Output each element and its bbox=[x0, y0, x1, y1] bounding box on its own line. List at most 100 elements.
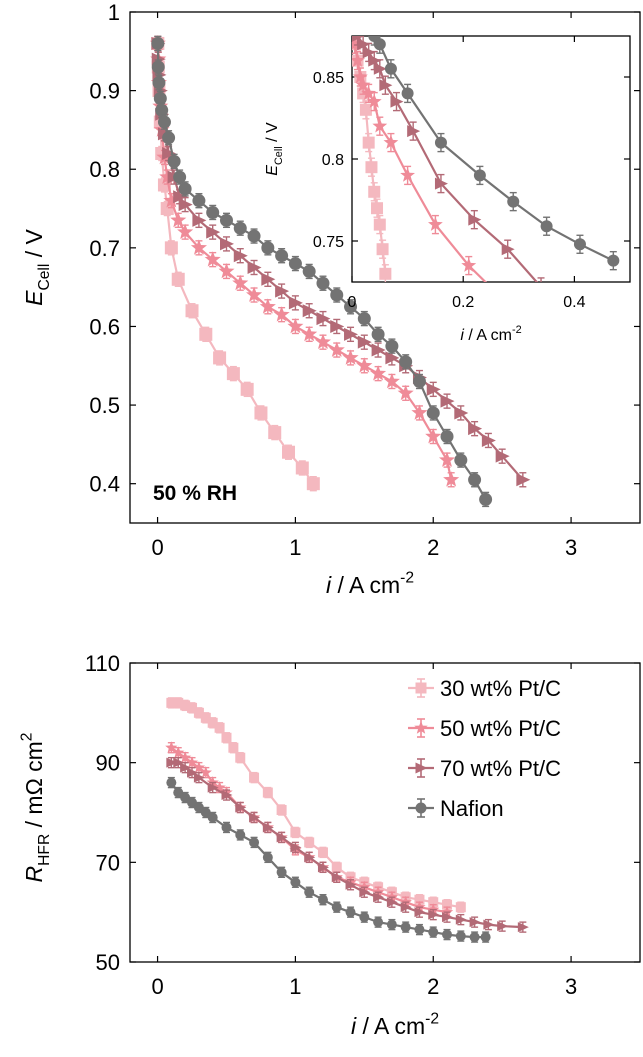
inset-point-nafion bbox=[384, 62, 397, 75]
top-point-pt50 bbox=[159, 168, 176, 184]
top-y-tick-label: 0.8 bbox=[89, 157, 120, 182]
top-point-pt70 bbox=[454, 406, 469, 420]
top-point-pt50 bbox=[218, 263, 235, 279]
top-point-pt70 bbox=[371, 343, 386, 357]
top-point-pt30 bbox=[282, 445, 296, 459]
inset-point-pt50 bbox=[366, 93, 382, 108]
top-point-pt70 bbox=[316, 312, 331, 326]
top-point-pt30 bbox=[306, 477, 320, 491]
bottom-point-pt70 bbox=[317, 862, 329, 873]
bottom-point-pt70 bbox=[304, 852, 316, 863]
bottom-point-pt50 bbox=[179, 751, 192, 763]
top-point-pt30 bbox=[240, 382, 254, 396]
inset-series-line-nafion bbox=[373, 36, 614, 262]
bottom-point-nafion bbox=[187, 797, 198, 808]
bottom-point-nafion bbox=[469, 932, 480, 943]
inset-point-pt30 bbox=[365, 161, 378, 174]
top-point-pt50 bbox=[411, 404, 428, 420]
bottom-point-nafion bbox=[442, 929, 453, 940]
inset-point-pt30 bbox=[371, 202, 384, 215]
bottom-point-pt70 bbox=[173, 757, 185, 768]
bottom-point-pt70 bbox=[262, 822, 274, 833]
inset-point-pt70 bbox=[379, 79, 393, 92]
inset-point-pt30 bbox=[362, 136, 375, 149]
bottom-series-group bbox=[165, 697, 529, 943]
legend-marker-pt50 bbox=[414, 720, 428, 734]
bottom-point-pt70 bbox=[386, 897, 398, 908]
top-point-pt70 bbox=[219, 237, 234, 251]
inset-point-pt30 bbox=[376, 243, 389, 256]
top-point-pt50 bbox=[425, 428, 442, 444]
top-point-pt70 bbox=[330, 319, 345, 333]
top-point-pt70 bbox=[495, 449, 510, 463]
bottom-point-pt30 bbox=[304, 837, 315, 848]
inset-point-pt50 bbox=[355, 77, 371, 92]
bottom-point-nafion bbox=[276, 867, 287, 878]
bottom-chart-panel: 0 1 2 3 50 70 90 110 i / A cm-2 RHFR / mΩ cm2 30 w… bbox=[19, 651, 641, 1039]
bottom-point-pt30 bbox=[214, 722, 225, 733]
top-point-pt50 bbox=[328, 341, 345, 357]
inset-point-nafion bbox=[540, 220, 553, 233]
top-point-nafion bbox=[468, 473, 482, 487]
inset-x-tick-label: 0.2 bbox=[452, 294, 474, 311]
bottom-y-tick-label: 70 bbox=[96, 850, 120, 875]
top-point-pt70 bbox=[206, 225, 221, 239]
bottom-point-nafion bbox=[173, 787, 184, 798]
inset-point-pt30 bbox=[359, 103, 372, 116]
top-point-pt30 bbox=[171, 272, 185, 286]
inset-point-nafion bbox=[473, 169, 486, 182]
top-point-pt70 bbox=[162, 147, 177, 161]
bottom-point-pt30 bbox=[331, 862, 342, 873]
bottom-point-nafion bbox=[262, 852, 273, 863]
inset-point-pt50 bbox=[461, 257, 477, 272]
top-x-tick-label: 2 bbox=[427, 535, 439, 560]
bottom-point-pt30 bbox=[193, 707, 204, 718]
bottom-point-pt70 bbox=[207, 782, 219, 793]
inset-point-pt70 bbox=[407, 125, 421, 138]
bottom-point-nafion bbox=[193, 802, 204, 813]
top-point-nafion bbox=[261, 241, 275, 255]
legend-label-nafion: Nafion bbox=[440, 796, 504, 821]
bottom-point-pt70 bbox=[166, 757, 178, 768]
inset-point-nafion bbox=[434, 136, 447, 149]
top-point-pt50 bbox=[301, 325, 318, 342]
bottom-point-nafion bbox=[414, 924, 425, 935]
top-point-pt50 bbox=[246, 286, 263, 302]
bottom-point-pt70 bbox=[235, 802, 247, 813]
legend-marker-pt70 bbox=[415, 762, 428, 774]
inset-point-pt70 bbox=[368, 54, 382, 67]
top-point-pt70 bbox=[288, 296, 303, 310]
top-point-pt70 bbox=[440, 394, 455, 408]
inset-point-nafion bbox=[573, 238, 586, 251]
bottom-point-nafion bbox=[400, 922, 411, 933]
bottom-point-pt30 bbox=[276, 805, 287, 816]
bottom-point-nafion bbox=[221, 822, 232, 833]
top-x-tick-label: 1 bbox=[289, 535, 301, 560]
inset-x-tick-label: 0.4 bbox=[563, 294, 585, 311]
bottom-point-nafion bbox=[359, 912, 370, 923]
top-point-pt70 bbox=[357, 335, 372, 349]
top-point-nafion bbox=[288, 257, 302, 271]
bottom-point-pt50 bbox=[192, 761, 206, 773]
top-point-nafion bbox=[440, 430, 454, 444]
legend-label-pt30: 30 wt% Pt/C bbox=[440, 676, 561, 701]
inset-series-group bbox=[352, 36, 620, 282]
bottom-point-pt70 bbox=[276, 832, 288, 843]
top-point-nafion bbox=[357, 312, 371, 326]
bottom-point-nafion bbox=[317, 894, 328, 905]
inset-point-pt70 bbox=[434, 177, 448, 190]
inset-chart-panel: 0 0.2 0.4 0.75 0.8 0.85 i / A cm-2 ECell / V bbox=[264, 35, 631, 344]
inset-point-nafion bbox=[607, 254, 620, 267]
bottom-point-pt70 bbox=[400, 902, 412, 913]
bottom-point-pt70 bbox=[483, 919, 495, 930]
top-point-nafion bbox=[167, 154, 181, 168]
inset-point-pt70 bbox=[390, 95, 404, 108]
top-point-pt70 bbox=[468, 422, 483, 436]
bottom-point-pt50 bbox=[165, 741, 178, 753]
top-point-pt30 bbox=[213, 351, 227, 365]
top-point-nafion bbox=[233, 221, 247, 235]
top-point-pt50 bbox=[397, 384, 414, 401]
legend-marker-pt30 bbox=[415, 682, 427, 694]
top-point-nafion bbox=[454, 453, 468, 467]
